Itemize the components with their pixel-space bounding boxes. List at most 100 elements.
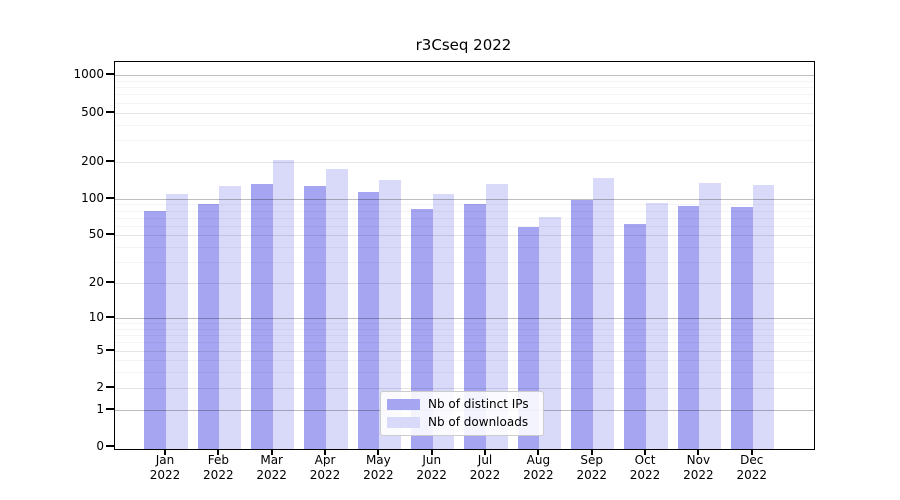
gridline-minor <box>115 204 814 206</box>
bar-nov-downloads <box>699 182 721 449</box>
gridline-minor <box>115 80 814 82</box>
gridline-minor <box>115 217 814 219</box>
x-tick-label-dec: Dec 2022 <box>736 453 767 482</box>
gridline-minor <box>115 210 814 212</box>
bar-mar-downloads <box>272 160 295 449</box>
gridline-minor <box>115 124 814 126</box>
bar-oct-distinct-ips <box>624 224 647 449</box>
y-tick-mark <box>106 196 114 199</box>
y-tick-label: 1000 <box>73 67 104 82</box>
bar-may-distinct-ips <box>357 192 380 449</box>
x-tick-mark <box>430 449 433 455</box>
y-tick-label: 100 <box>81 190 104 205</box>
gridline-minor <box>115 323 814 325</box>
y-tick-label: 200 <box>81 153 104 168</box>
x-tick-mark <box>270 449 273 455</box>
gridline <box>115 112 814 114</box>
y-tick-mark <box>106 110 114 113</box>
gridline-minor <box>115 87 814 89</box>
y-tick-mark <box>106 315 114 318</box>
bar-apr-downloads <box>326 169 348 449</box>
bar-apr-distinct-ips <box>304 185 326 449</box>
legend-item-distinct-ips: Nb of distinct IPs <box>387 397 537 412</box>
y-tick-mark <box>106 407 114 410</box>
y-tick-mark <box>106 281 114 284</box>
legend-swatch-distinct-ips <box>387 399 420 410</box>
y-tick-label: 500 <box>81 104 104 119</box>
gridline-minor <box>115 328 814 330</box>
y-tick-label: 1 <box>96 401 104 416</box>
bar-sep-downloads <box>592 177 615 449</box>
y-tick-mark <box>106 385 114 388</box>
bar-dec-distinct-ips <box>731 206 753 449</box>
legend: Nb of distinct IPs Nb of downloads <box>380 391 544 436</box>
gridline <box>115 235 814 237</box>
gridline-minor <box>115 225 814 227</box>
y-tick-label: 10 <box>88 309 104 324</box>
bar-may-downloads <box>379 179 401 449</box>
x-tick-label-oct: Oct 2022 <box>629 453 661 482</box>
y-tick-mark <box>106 159 114 162</box>
y-tick-mark <box>106 233 114 236</box>
y-tick-label: 2 <box>96 379 104 394</box>
gridline <box>115 283 814 285</box>
gridline <box>115 161 814 163</box>
y-tick-mark <box>106 348 114 351</box>
bar-sep-distinct-ips <box>571 199 593 449</box>
x-tick-label-aug: Aug 2022 <box>523 453 554 482</box>
bar-jul-downloads <box>486 184 508 449</box>
bar-dec-downloads <box>752 185 775 449</box>
x-tick-label-apr: Apr 2022 <box>309 453 341 482</box>
gridline-minor <box>115 262 814 264</box>
gridline-minor <box>115 102 814 104</box>
y-tick-label: 20 <box>88 275 104 290</box>
gridline-minor <box>115 247 814 249</box>
gridline-minor <box>115 342 814 344</box>
x-tick-mark <box>697 449 700 455</box>
chart-title: r3Cseq 2022 <box>415 36 512 54</box>
bar-mar-distinct-ips <box>251 184 273 449</box>
gridline-major <box>115 317 814 319</box>
x-tick-mark <box>750 449 753 455</box>
legend-item-downloads: Nb of downloads <box>387 415 537 430</box>
legend-swatch-downloads <box>387 417 420 428</box>
x-tick-label-nov: Nov 2022 <box>683 453 714 482</box>
bar-jul-distinct-ips <box>464 204 487 449</box>
gridline-major <box>115 75 814 77</box>
bar-aug-downloads <box>539 216 561 449</box>
bar-feb-distinct-ips <box>197 204 220 449</box>
x-tick-label-feb: Feb 2022 <box>203 453 234 482</box>
x-tick-mark <box>164 449 166 455</box>
x-tick-label-jun: Jun 2022 <box>416 453 447 482</box>
y-tick-label: 0 <box>96 439 104 453</box>
x-tick-label-mar: Mar 2022 <box>256 453 287 482</box>
x-tick-mark <box>324 449 327 455</box>
gridline <box>115 387 814 389</box>
bar-jun-distinct-ips <box>411 209 433 449</box>
gridline-minor <box>115 335 814 337</box>
x-tick-mark <box>644 449 647 455</box>
x-tick-label-jan: Jan 2022 <box>149 453 181 482</box>
x-tick-label-jul: Jul 2022 <box>469 453 501 482</box>
gridline-minor <box>115 360 814 362</box>
y-tick-label: 50 <box>88 227 104 242</box>
bar-jan-distinct-ips <box>144 211 166 449</box>
x-tick-mark <box>377 449 380 455</box>
y-tick-mark <box>106 445 114 447</box>
bar-nov-distinct-ips <box>677 205 700 449</box>
y-tick-label: 5 <box>96 342 104 357</box>
bar-jun-downloads <box>432 193 455 449</box>
bar-jan-downloads <box>166 194 188 449</box>
bar-feb-downloads <box>219 186 241 449</box>
gridline-major <box>115 198 814 200</box>
x-tick-label-may: May 2022 <box>363 453 394 482</box>
gridline-minor <box>115 372 814 374</box>
x-tick-mark <box>217 449 220 455</box>
plot-area <box>114 61 815 450</box>
x-tick-label-sep: Sep 2022 <box>576 453 607 482</box>
x-tick-mark <box>537 449 540 455</box>
gridline-minor <box>115 139 814 141</box>
bar-oct-downloads <box>646 202 668 449</box>
legend-label-distinct-ips: Nb of distinct IPs <box>428 397 529 411</box>
